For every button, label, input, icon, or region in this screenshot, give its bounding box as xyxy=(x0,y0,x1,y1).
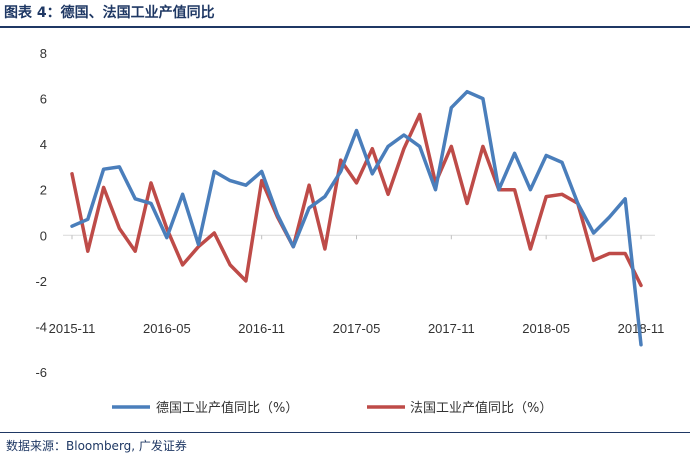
y-tick-label: 6 xyxy=(40,92,47,107)
line-chart: -6 -4 -2 0 2 4 6 8 2015-11 2016-05 2016-11 2017-05 2… xyxy=(35,46,664,416)
x-tick-label: 2017-05 xyxy=(333,321,381,336)
legend-france-label: 法国工业产值同比（%） xyxy=(410,400,552,416)
y-tick-label: 0 xyxy=(40,228,47,243)
title-divider xyxy=(0,26,690,28)
x-tick-label: 2016-11 xyxy=(238,321,285,336)
source-divider xyxy=(0,432,690,433)
y-tick-label: -6 xyxy=(35,365,47,380)
legend-germany-label: 德国工业产值同比（%） xyxy=(156,400,298,416)
y-tick-label: -2 xyxy=(35,274,47,289)
x-tick-label: 2018-05 xyxy=(522,321,570,336)
y-tick-label: 8 xyxy=(40,46,47,61)
x-tick-label: 2016-05 xyxy=(143,321,191,336)
chart-title: 图表 4：德国、法国工业产值同比 xyxy=(4,5,215,21)
source-note: 数据来源：Bloomberg, 广发证券 xyxy=(6,439,187,453)
y-tick-label: -4 xyxy=(35,319,47,334)
y-tick-label: 2 xyxy=(40,183,47,198)
france-series-line xyxy=(70,112,643,288)
x-tick-label: 2017-11 xyxy=(428,321,475,336)
y-tick-label: 4 xyxy=(40,137,47,152)
germany-series-line xyxy=(70,89,643,347)
x-tick-label: 2015-11 xyxy=(49,321,96,336)
